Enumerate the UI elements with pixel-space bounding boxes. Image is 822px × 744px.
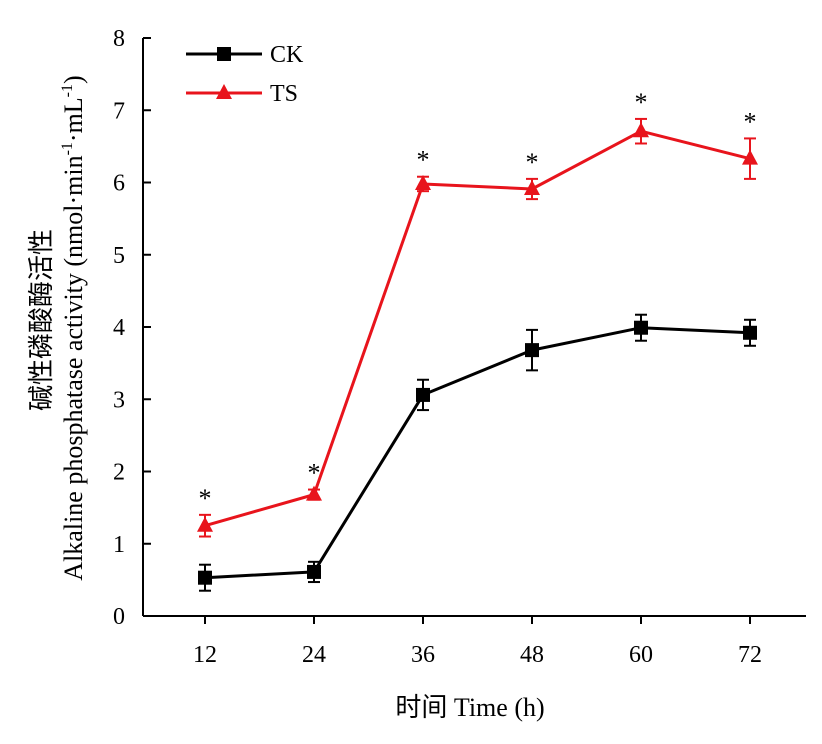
x-tick-label: 24 [302,642,326,668]
significance-marker: * [308,459,321,488]
legend-item-ck: CK [186,42,304,68]
data-point-ck [525,343,539,358]
x-tick-label: 12 [193,642,217,668]
legend-marker-ck [217,47,231,61]
data-point-ck [743,325,757,340]
y-tick-label: 1 [113,532,125,558]
series-ts: * * * * * * [197,88,758,538]
y-tick-label: 0 [113,604,125,630]
axes [142,38,806,617]
legend-marker-ts [216,84,232,99]
y-tick-label: 8 [113,26,125,52]
y-axis-title-end: ) [59,75,88,84]
data-point-ts [415,174,431,190]
data-point-ck [634,320,648,335]
legend-label-ts: TS [270,81,298,107]
x-tick-label: 60 [629,642,653,668]
data-point-ck [307,564,321,579]
legend-label-ck: CK [270,42,304,68]
series-line-ck [204,326,751,580]
data-point-ts [524,180,540,196]
x-tick-label: 72 [738,642,762,668]
data-point-ts [306,485,322,501]
y-tick-label: 2 [113,460,125,486]
y-axis-title-chinese: 碱性磷酸酶活性 [27,229,56,411]
y-tick-label: 3 [113,387,125,413]
y-axis-title-exp2: -1 [59,84,76,97]
significance-marker: * [744,107,757,136]
y-tick-label: 4 [113,315,125,341]
y-axis-title-main: Alkaline phosphatase activity (nmol·min [59,155,88,580]
significance-marker: * [417,146,430,175]
y-tick-label: 6 [113,171,125,197]
x-tick-label: 48 [520,642,544,668]
data-point-ts [742,149,758,165]
y-axis-title: Alkaline phosphatase activity (nmol·min-… [59,75,88,580]
series-line-ts [204,129,751,528]
y-ticks: 0 1 2 3 4 5 6 7 8 [113,26,151,630]
x-axis-title: 时间 Time (h) [395,693,544,722]
y-axis-title-exp1: -1 [59,142,76,155]
legend-item-ts: TS [186,81,298,107]
legend: CK TS [186,42,304,107]
data-point-ck [198,570,212,585]
y-tick-label: 7 [113,98,125,124]
x-tick-label: 36 [411,642,435,668]
significance-marker: * [199,484,212,513]
x-ticks: 12 24 36 48 60 72 [193,616,762,668]
data-point-ts [197,516,213,532]
data-point-ts [633,122,649,138]
series-ck [198,313,757,592]
data-point-ck [416,387,430,402]
significance-marker: * [635,88,648,117]
series-layer: * * * * * * [197,88,758,592]
significance-marker: * [526,148,539,177]
y-axis-title-mid: ·mL [59,97,88,142]
y-tick-label: 5 [113,243,125,269]
